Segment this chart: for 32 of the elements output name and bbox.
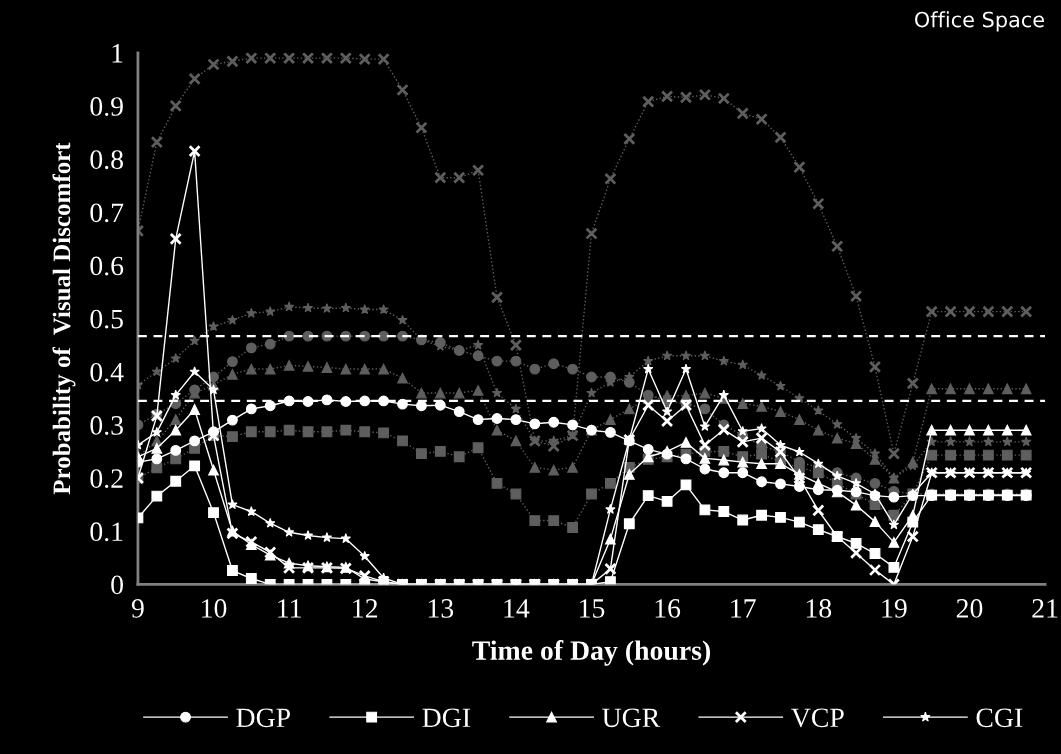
x-tick-label: 21 [1032,599,1058,618]
x-tick-label: 9 [131,599,144,618]
y-tick-label: 0.4 [90,362,124,382]
y-tick-label: 0.6 [90,256,124,276]
y-tick-label: 0.1 [90,522,123,542]
y-tick-label: 0.3 [90,416,123,435]
y-axis-title: Probability of Visual Discomfort [52,142,76,495]
legend-label: VCP [791,708,844,728]
x-tick-label: 20 [956,599,983,618]
x-tick-label: 12 [353,599,378,618]
chart-title: Office Space [915,11,1044,32]
y-tick-label: 0.7 [90,203,124,223]
x-tick-label: 10 [202,599,227,618]
x-tick-label: 15 [580,599,605,618]
y-tick-label: 0.8 [90,150,123,170]
legend-label: DGP [236,708,290,728]
y-tick-label: 0 [111,575,123,595]
y-tick-label: 0.2 [90,469,123,489]
x-tick-label: 11 [278,599,301,618]
y-tick-label: 1 [112,44,123,63]
legend-label: DGI [422,708,471,728]
x-tick-label: 17 [731,599,756,618]
y-tick-label: 0.5 [90,309,123,329]
x-tick-label: 13 [428,599,454,618]
x-tick-label: 18 [806,599,832,618]
x-tick-label: 16 [655,599,681,618]
x-tick-label: 14 [504,599,530,618]
y-tick-label: 0.9 [90,97,123,116]
legend-label: CGI [976,708,1023,728]
x-tick-label: 19 [882,599,907,618]
legend-label: UGR [602,708,661,728]
x-axis-title: Time of Day (hours) [472,640,711,666]
